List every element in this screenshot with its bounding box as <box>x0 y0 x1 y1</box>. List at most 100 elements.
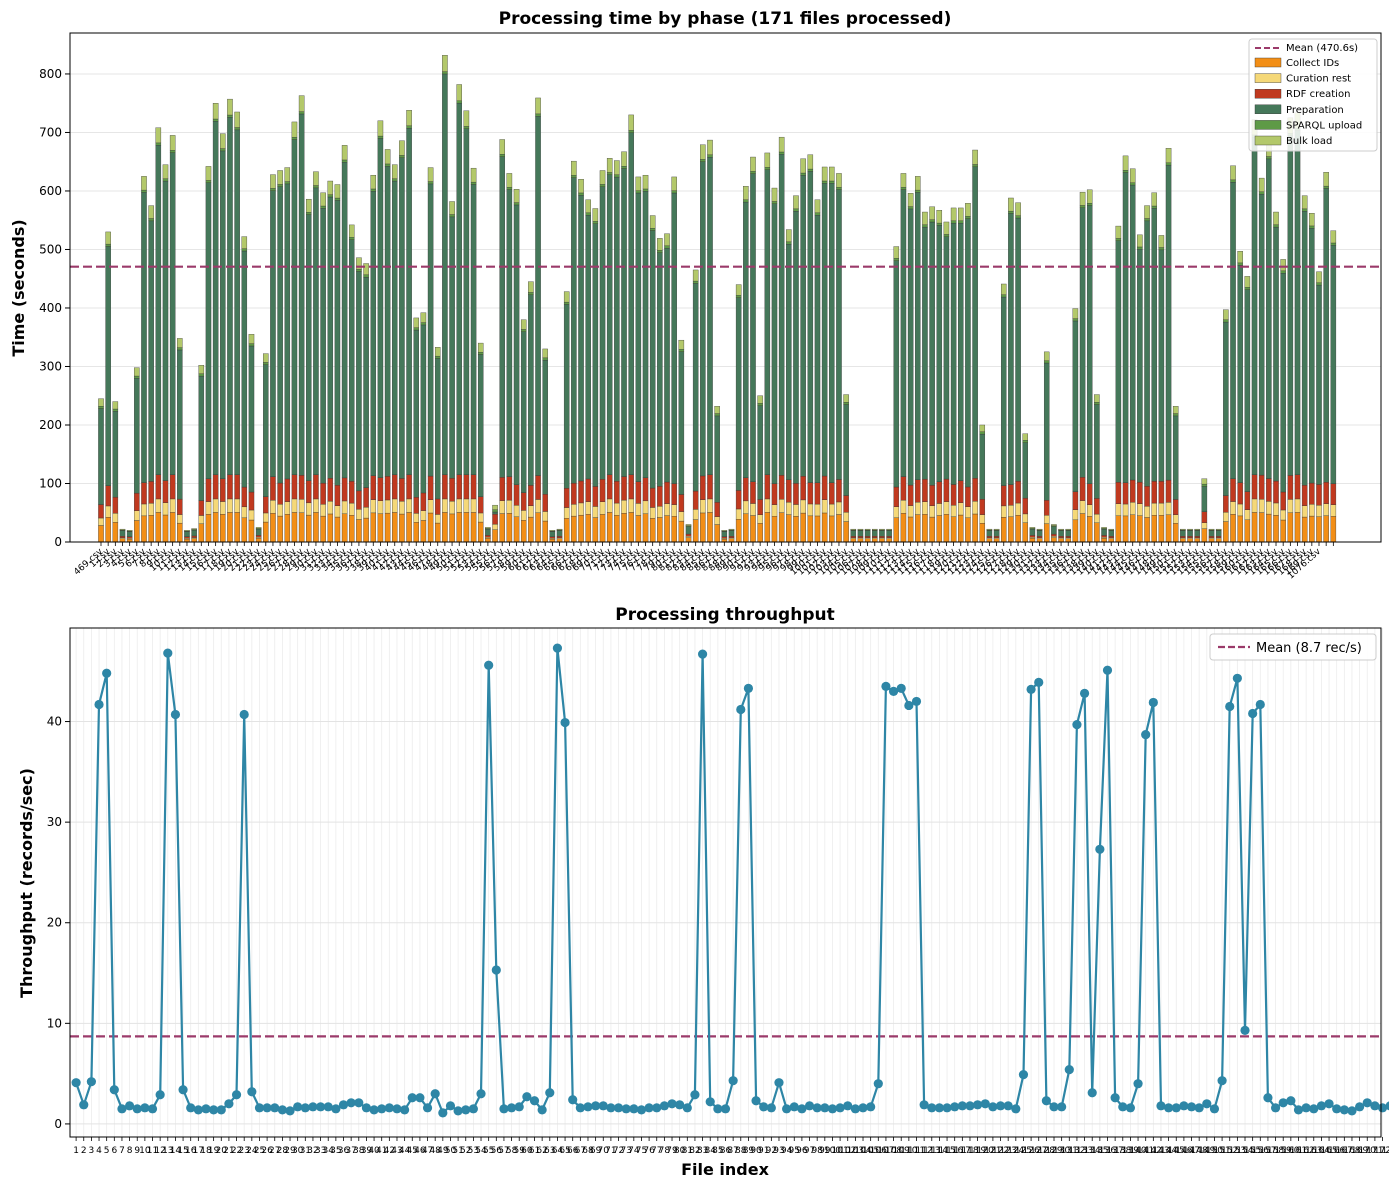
bar-segment-bulk-load <box>893 246 900 259</box>
bar-segment-bulk-load <box>205 166 212 181</box>
bar-stack <box>707 139 713 543</box>
bar-segment-sparql-upload <box>1129 182 1136 186</box>
bar-segment-preparation <box>750 173 756 482</box>
bar-segment-curation-rest <box>1258 499 1265 513</box>
bar-segment-bulk-load <box>907 193 914 207</box>
bar-segment-preparation <box>506 189 513 477</box>
bar-segment-curation-rest <box>563 507 570 519</box>
bar-stack <box>685 524 692 543</box>
bar-segment-rdf-creation <box>284 478 291 502</box>
bar-segment-preparation <box>1251 137 1258 475</box>
bar-segment-collect-ids <box>227 512 233 543</box>
bar-segment-sparql-upload <box>513 202 520 206</box>
throughput-point <box>950 1102 960 1112</box>
throughput-point <box>942 1103 952 1113</box>
bar-segment-collect-ids <box>313 512 319 543</box>
bar-segment-sparql-upload <box>1094 402 1100 405</box>
bar-segment-bulk-load <box>535 97 541 115</box>
bar-segment-curation-rest <box>685 536 692 538</box>
bar-segment-rdf-creation <box>786 479 792 503</box>
bar-segment-rdf-creation <box>406 474 412 500</box>
bar-segment-curation-rest <box>972 501 978 515</box>
throughput-point <box>1148 697 1158 708</box>
throughput-point <box>621 1104 631 1114</box>
bottom-x-tick-label: 54 <box>475 1146 487 1156</box>
throughput-point <box>400 1105 410 1115</box>
bar-segment-rdf-creation <box>549 536 556 539</box>
bar-segment-collect-ids <box>420 520 427 543</box>
throughput-point <box>782 1104 792 1114</box>
bar-segment-curation-rest <box>592 506 599 518</box>
bar-segment-rdf-creation <box>456 474 462 500</box>
bar-segment-sparql-upload <box>413 327 420 331</box>
bar-stack <box>1251 119 1258 543</box>
bar-segment-sparql-upload <box>420 322 427 326</box>
bottom-x-tick-label: 90 <box>750 1146 762 1156</box>
bar-segment-rdf-creation <box>743 477 749 502</box>
bar-segment-sparql-upload <box>1015 215 1021 219</box>
bottom-x-tick-label: 117 <box>954 1146 971 1156</box>
bar-segment-sparql-upload <box>134 375 140 379</box>
bar-segment-sparql-upload <box>1230 179 1236 183</box>
bar-segment-collect-ids <box>220 513 226 543</box>
bar-segment-curation-rest <box>793 504 799 517</box>
throughput-point <box>201 1104 211 1114</box>
bar-segment-rdf-creation <box>191 535 197 538</box>
bar-segment-collect-ids <box>477 521 484 543</box>
bar-segment-sparql-upload <box>427 181 434 185</box>
throughput-point <box>79 1100 89 1110</box>
bar-segment-preparation <box>700 161 706 477</box>
bar-segment-collect-ids <box>370 512 377 543</box>
bar-segment-bulk-load <box>671 176 677 191</box>
bar-segment-preparation <box>872 530 878 537</box>
bar-segment-sparql-upload <box>614 174 620 178</box>
bar-segment-curation-rest <box>1165 502 1172 515</box>
bar-segment-collect-ids <box>1022 522 1029 543</box>
bar-segment-preparation <box>313 187 319 475</box>
bottom-x-tick-label: 151 <box>1213 1146 1230 1156</box>
bar-segment-collect-ids <box>191 538 197 543</box>
bar-segment-collect-ids <box>1251 512 1258 543</box>
bar-segment-preparation <box>169 152 176 475</box>
bar-segment-bulk-load <box>750 156 756 172</box>
bar-stack <box>950 207 957 543</box>
bar-segment-bulk-load <box>778 136 785 153</box>
bar-segment-bulk-load <box>965 203 971 217</box>
bar-segment-collect-ids <box>800 512 806 543</box>
bar-segment-bulk-load <box>922 211 928 225</box>
bottom-x-tick-label: 28 <box>277 1146 289 1156</box>
bar-segment-sparql-upload <box>356 268 362 272</box>
bar-segment-rdf-creation <box>449 477 455 502</box>
bar-stack <box>492 504 498 543</box>
bar-segment-curation-rest <box>1029 536 1036 539</box>
bar-stack <box>248 334 255 543</box>
bar-segment-preparation <box>864 530 871 537</box>
bottom-x-tick-label: 4 <box>96 1146 102 1156</box>
bar-segment-sparql-upload <box>1237 262 1243 266</box>
bottom-x-tick-label: 6 <box>111 1146 117 1156</box>
bar-segment-preparation <box>1129 184 1136 481</box>
bar-stack <box>384 149 391 543</box>
bar-segment-bulk-load <box>1000 283 1007 295</box>
bottom-x-tick-label: 104 <box>854 1146 871 1156</box>
bar-segment-rdf-creation <box>105 485 111 507</box>
throughput-point <box>102 668 112 678</box>
throughput-point <box>843 1101 853 1111</box>
throughput-point <box>1278 1098 1288 1108</box>
bar-segment-rdf-creation <box>793 483 799 505</box>
bar-segment-preparation <box>535 116 541 476</box>
throughput-point <box>1347 1106 1357 1116</box>
bar-segment-curation-rest <box>979 514 986 524</box>
bar-segment-rdf-creation <box>771 483 778 505</box>
bar-segment-preparation <box>1330 245 1337 484</box>
throughput-point <box>147 1104 158 1114</box>
bar-segment-curation-rest <box>434 514 441 524</box>
bar-segment-rdf-creation <box>1000 485 1007 507</box>
bar-segment-bulk-load <box>406 110 412 127</box>
bar-stack <box>1036 528 1043 543</box>
bottom-x-tick-label: 78 <box>659 1146 671 1156</box>
throughput-point <box>484 660 494 670</box>
bottom-x-tick-label: 31 <box>300 1146 311 1156</box>
bar-segment-curation-rest <box>965 506 971 518</box>
bar-segment-sparql-upload <box>757 403 763 406</box>
